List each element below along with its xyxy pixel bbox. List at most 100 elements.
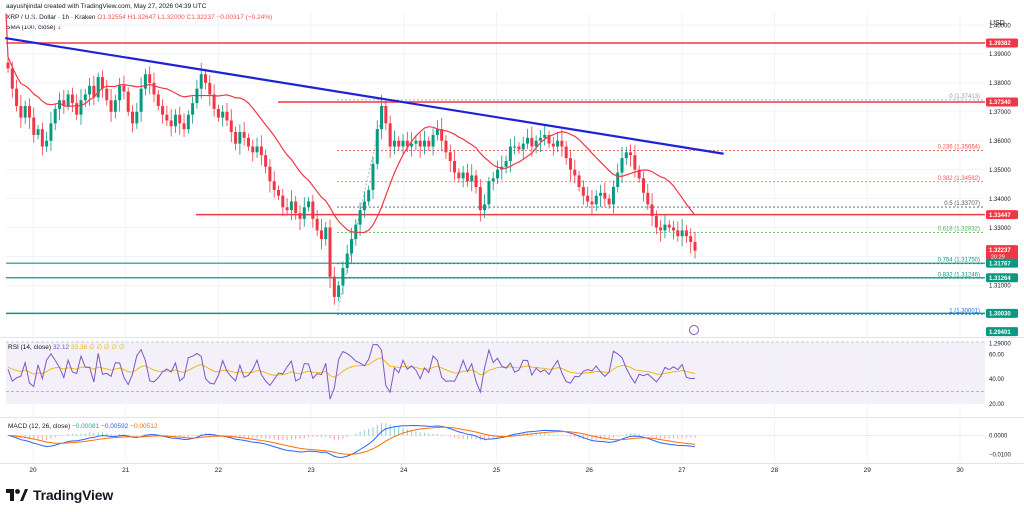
candle-body — [461, 172, 465, 179]
candle-body — [122, 85, 126, 92]
price-tag — [986, 210, 1018, 220]
ohlc-legend: XRP / U.S. Dollar · 1h · Kraken O1.32554… — [6, 14, 272, 21]
candle-body — [676, 230, 680, 237]
sma-legend: SMA (100, close) 1 — [6, 24, 61, 31]
macd-legend: MACD (12, 26, close) −0.00081 −0.00592 −… — [8, 423, 157, 430]
candle-body — [165, 114, 169, 121]
candle-body — [191, 103, 195, 115]
price-tag — [986, 273, 1018, 283]
time-tick-label: 28 — [771, 467, 779, 474]
candle-body — [667, 224, 671, 228]
candle-body — [637, 169, 641, 179]
fib-level-label: 0.5 (1.33707) — [944, 201, 980, 207]
candle-body — [264, 155, 268, 167]
candle-body — [156, 94, 160, 107]
rsi-value: 32.12 — [52, 344, 70, 351]
time-tick-label: 24 — [400, 467, 408, 474]
brand: TradingView — [6, 487, 113, 503]
candle-body — [319, 230, 323, 240]
time-tick-label: 23 — [307, 467, 315, 474]
candle-body — [251, 146, 255, 153]
ohlc-values: O1.32554 H1.32647 L1.32000 C1.32237 −0.0… — [97, 14, 273, 21]
time-tick-label: 21 — [122, 467, 130, 474]
price-tick-label: 1.36000 — [989, 139, 1011, 145]
candle-body — [444, 140, 448, 153]
rsi-tick-label: 40.00 — [989, 377, 1005, 383]
candle-body — [307, 201, 311, 208]
candle-body — [36, 129, 40, 135]
candle-body — [551, 143, 555, 147]
candle-body — [388, 123, 392, 147]
sma-label: SMA (100, close) — [6, 24, 56, 31]
macd-signal-line — [7, 426, 696, 455]
candle-body — [474, 175, 478, 188]
candle-body — [659, 227, 663, 231]
price-tag-countdown: 20:29 — [991, 255, 1005, 261]
price-tag — [986, 308, 1018, 318]
candle-body — [616, 172, 620, 188]
candle-body — [238, 132, 242, 144]
candle-body — [663, 224, 667, 231]
price-tag — [986, 258, 1018, 268]
macd-tick-label: 0.0000 — [989, 433, 1008, 439]
price-tag-label: 1.39382 — [989, 41, 1011, 47]
candle-body — [504, 160, 508, 167]
macd-v3: −0.00512 — [130, 423, 158, 430]
descending-trendline — [5, 36, 724, 155]
time-tick-label: 20 — [29, 467, 37, 474]
candle-body — [689, 236, 693, 242]
currency-label: USD — [990, 20, 1005, 27]
candle-body — [281, 195, 285, 208]
candle-body — [324, 227, 328, 240]
rsi-extra: 33.38 ∅ ∅ ∅ ∅ ∅ — [70, 344, 125, 351]
candle-body — [152, 82, 156, 95]
price-tag — [986, 327, 1018, 337]
fib-level-label: 0.382 (1.34582) — [938, 176, 980, 182]
candle-body — [298, 213, 302, 219]
candle-body — [560, 140, 564, 147]
candle-body — [629, 152, 633, 156]
candle-body — [23, 106, 27, 118]
candle-body — [611, 187, 615, 205]
candle-body — [573, 169, 577, 176]
candle-body — [70, 94, 74, 104]
price-tick-label: 1.37000 — [989, 110, 1011, 116]
macd-v2: −0.00592 — [101, 423, 129, 430]
candle-body — [182, 123, 186, 130]
candle-body — [109, 100, 113, 112]
pane-separator-time — [0, 463, 1024, 464]
candle-body — [45, 140, 49, 147]
candle-body — [530, 137, 534, 147]
candle-body — [453, 160, 457, 173]
price-tag-label: 1.29401 — [989, 330, 1011, 336]
candle-body — [547, 134, 551, 144]
candle-body — [186, 114, 190, 130]
candle-body — [208, 82, 212, 95]
candle-body — [221, 111, 225, 118]
candle-body — [289, 201, 293, 211]
candle-body — [148, 74, 152, 83]
candle-body — [212, 94, 216, 109]
time-tick-label: 22 — [215, 467, 223, 474]
candle-body — [139, 88, 143, 112]
candle-body — [268, 166, 272, 182]
price-tick-label: 1.35000 — [989, 168, 1011, 174]
price-tag-label: 1.31767 — [989, 261, 1011, 267]
rsi-legend: RSI (14, close) 32.12 33.38 ∅ ∅ ∅ ∅ ∅ — [8, 343, 125, 351]
candle-body — [487, 181, 491, 205]
candle-body — [427, 140, 431, 147]
price-tag-label: 1.37340 — [989, 100, 1011, 106]
publisher-line: aayushjindal created with TradingView.co… — [6, 3, 207, 10]
candle-body — [392, 140, 396, 147]
time-tick-label: 26 — [586, 467, 594, 474]
price-tick-label: 1.40000 — [989, 23, 1011, 29]
macd-label: MACD (12, 26, close) — [8, 423, 71, 430]
candle-body — [32, 117, 36, 135]
brand-name: TradingView — [33, 487, 114, 503]
candle-body — [49, 123, 53, 141]
candle-body — [10, 68, 14, 89]
candle-body — [478, 187, 482, 211]
candle-body — [135, 111, 139, 124]
candle-body — [337, 285, 341, 297]
